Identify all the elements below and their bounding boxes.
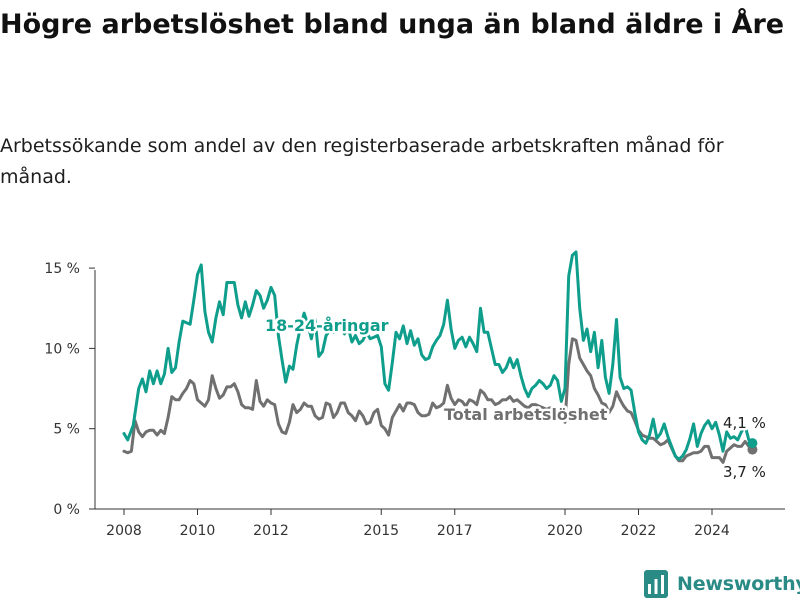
series-line-youth (122, 250, 754, 461)
x-tick-label: 2008 (106, 523, 142, 539)
y-tick-label: 5 % (53, 422, 80, 438)
x-tick-label: 2022 (621, 523, 657, 539)
line-chart: 0 %5 %10 %15 % 2008 2010 2012 2015 2017 2020 2… (44, 250, 785, 539)
x-tick-label: 2024 (694, 523, 730, 539)
x-tick-label: 2015 (363, 523, 399, 539)
end-value-youth: 4,1 % (723, 414, 766, 432)
chart-subtitle: Arbetssökande som andel av den registerb… (0, 135, 724, 188)
series-line-total (122, 337, 754, 464)
y-tick-label: 15 % (44, 261, 80, 277)
y-tick-label: 10 % (44, 341, 80, 357)
chart-title: Högre arbetslöshet bland unga än bland ä… (0, 9, 785, 40)
brand-logo: Newsworthy (644, 568, 800, 600)
series-label-total-halo: Total arbetslöshet (444, 405, 608, 424)
series-label-total: Total arbetslöshet (444, 405, 608, 424)
series-label-youth-halo: 18-24-åringar (265, 316, 389, 335)
end-value-total-halo: 3,7 % (723, 463, 766, 481)
x-tick-label: 2010 (180, 523, 216, 539)
y-tick-label: 0 % (53, 502, 80, 518)
end-marker-youth (747, 438, 758, 449)
brand-name: Newsworthy (677, 573, 800, 595)
x-tick-label: 2020 (547, 523, 583, 539)
x-tick-label: 2012 (253, 523, 289, 539)
series-label-youth: 18-24-åringar (265, 316, 389, 335)
end-value-total: 3,7 % (723, 463, 766, 481)
bar-chart-logo-icon (644, 570, 668, 598)
y-axis: 0 % 5 % 10 % 15 % (44, 261, 96, 518)
series-layer (122, 250, 758, 464)
x-axis: 2008 2010 2012 2015 2017 2020 2022 2024 (95, 508, 785, 539)
x-tick-label: 2017 (437, 523, 473, 539)
end-value-youth-halo: 4,1 % (723, 414, 766, 432)
